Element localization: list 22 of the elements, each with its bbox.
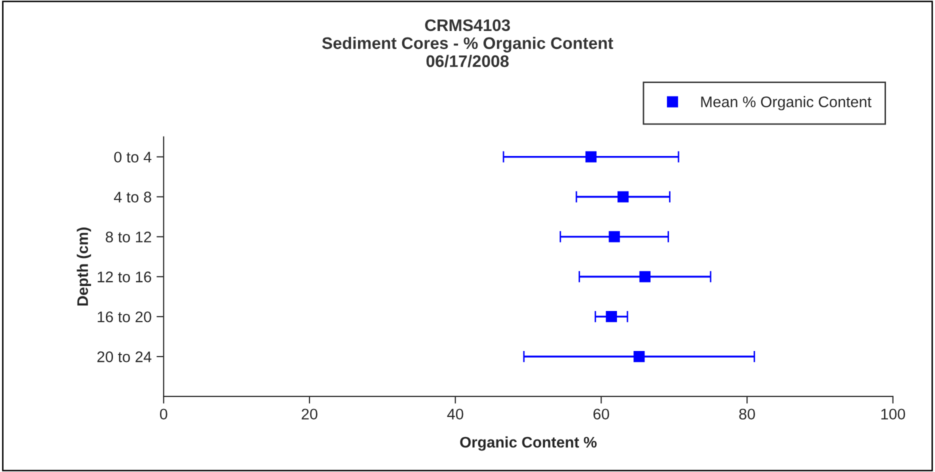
x-axis-title: Organic Content % [460,436,597,451]
y-tick-label: 0 to 4 [114,152,152,163]
y-tick-label: 12 to 16 [98,272,152,282]
x-tick-label: 60 [593,408,610,420]
point [585,151,597,162]
y-tick-label: 16 to 20 [98,311,152,322]
chart-title: CRMS4103 Sediment Cores - % Organic Content 06/17/2008 [322,19,614,68]
x-tick-label: 80 [739,408,755,420]
y-tick-label: 8 to 12 [106,232,152,242]
x-tick-label: 100 [881,408,906,420]
y-tick-label: 4 to 8 [114,192,152,202]
point [639,271,651,282]
point [608,231,620,242]
x-tick-label: 20 [302,408,318,420]
legend-label: Mean % Organic Content [701,96,872,110]
point [634,350,645,362]
x-tick-label: 40 [447,408,464,420]
y-axis-title: Depth (cm) [76,228,92,306]
point [606,311,617,322]
point [618,191,629,202]
y-tick-label: 20 to 24 [97,351,152,362]
x-tick-label: 0 [160,408,168,420]
